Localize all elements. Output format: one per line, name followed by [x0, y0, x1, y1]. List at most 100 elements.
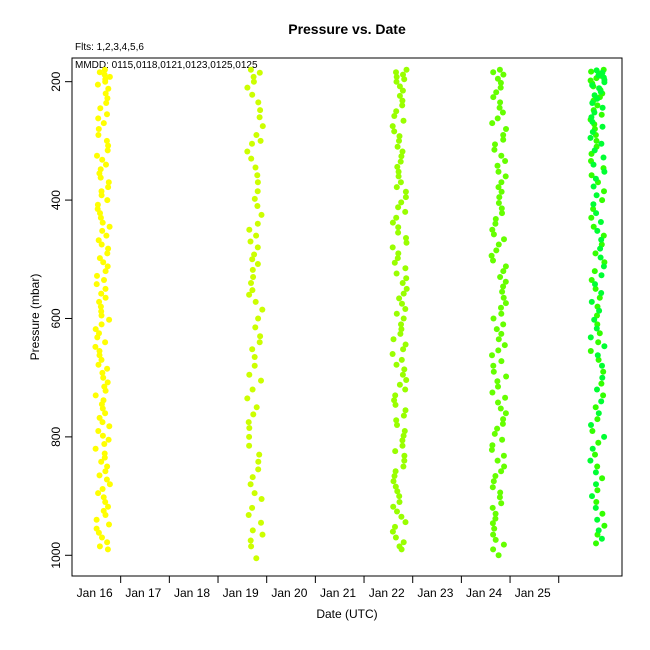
data-point	[403, 285, 410, 292]
x-tick-label: Jan 20	[271, 586, 307, 600]
data-point	[396, 133, 403, 140]
data-point	[400, 412, 407, 419]
data-point	[492, 141, 498, 148]
data-point	[598, 140, 605, 147]
data-point	[102, 285, 109, 292]
data-point	[403, 66, 410, 73]
chart-title: Pressure vs. Date	[288, 21, 406, 37]
data-point	[588, 298, 595, 305]
data-point	[496, 494, 503, 501]
data-point	[102, 499, 109, 505]
data-point	[255, 466, 262, 473]
data-point	[392, 523, 398, 530]
data-point	[256, 69, 263, 76]
data-point	[389, 123, 396, 130]
data-point	[396, 83, 403, 90]
data-point	[502, 394, 509, 401]
data-point	[94, 272, 100, 279]
data-point	[490, 531, 497, 538]
data-point	[501, 463, 508, 470]
data-point	[490, 94, 497, 101]
data-point	[497, 489, 504, 496]
data-point	[389, 528, 396, 535]
data-point	[396, 92, 403, 99]
data-point	[254, 244, 261, 251]
data-point	[396, 295, 403, 302]
data-point	[254, 179, 261, 186]
data-point	[253, 555, 260, 562]
data-point	[490, 546, 497, 553]
data-point	[259, 123, 266, 130]
data-point	[489, 352, 495, 359]
data-point	[256, 339, 263, 346]
data-point	[256, 451, 263, 458]
data-point	[601, 79, 608, 86]
data-point	[391, 473, 398, 479]
data-point	[95, 115, 102, 122]
y-tick-label: 200	[49, 71, 63, 91]
data-point	[597, 245, 604, 252]
data-point	[399, 148, 406, 155]
data-point	[258, 519, 264, 526]
data-point	[392, 483, 399, 490]
data-point	[489, 484, 496, 491]
data-point	[93, 281, 100, 288]
data-point	[592, 404, 599, 411]
data-point	[398, 199, 405, 206]
data-point	[593, 499, 600, 505]
data-point	[95, 126, 102, 132]
x-tick-label: Jan 23	[417, 586, 453, 600]
data-point	[104, 539, 111, 546]
data-point	[598, 111, 605, 118]
data-point	[249, 504, 256, 511]
data-point	[502, 158, 509, 164]
data-point	[95, 490, 102, 497]
data-point	[393, 417, 400, 424]
data-point	[502, 410, 509, 417]
data-point	[259, 306, 266, 313]
data-point	[249, 287, 256, 294]
data-point	[498, 358, 505, 365]
data-point	[492, 536, 499, 543]
data-point	[398, 153, 405, 160]
data-point	[503, 126, 509, 132]
data-point	[403, 275, 410, 282]
data-point	[597, 254, 604, 261]
data-point	[500, 452, 507, 459]
data-point	[395, 224, 402, 231]
data-point	[250, 411, 257, 418]
data-point	[494, 457, 501, 464]
data-point	[257, 107, 264, 114]
data-point	[592, 451, 598, 458]
data-point	[97, 174, 104, 181]
data-point	[392, 468, 399, 475]
dates-subtitle: MMDD: 0115,0118,0121,0123,0125,0125	[75, 60, 258, 71]
data-point	[389, 219, 396, 226]
data-point	[251, 251, 258, 258]
data-point	[105, 245, 112, 252]
data-point	[497, 79, 504, 86]
data-point	[246, 433, 253, 440]
data-point	[101, 71, 108, 78]
data-point	[498, 330, 505, 337]
data-point	[500, 136, 507, 143]
data-point	[96, 352, 103, 359]
data-point	[592, 285, 599, 292]
data-point	[492, 216, 499, 222]
data-point	[396, 493, 403, 500]
data-point	[398, 326, 405, 333]
data-point	[490, 362, 497, 369]
data-point	[391, 259, 398, 266]
data-point	[253, 404, 260, 411]
data-point	[597, 219, 604, 225]
data-point	[98, 321, 105, 328]
data-point	[591, 147, 598, 154]
data-point	[495, 241, 502, 248]
data-point	[593, 67, 600, 74]
data-point	[402, 194, 409, 201]
data-point	[594, 416, 601, 423]
data-point	[249, 266, 256, 273]
data-point	[396, 137, 402, 144]
data-point	[104, 546, 111, 553]
data-point	[499, 109, 506, 116]
